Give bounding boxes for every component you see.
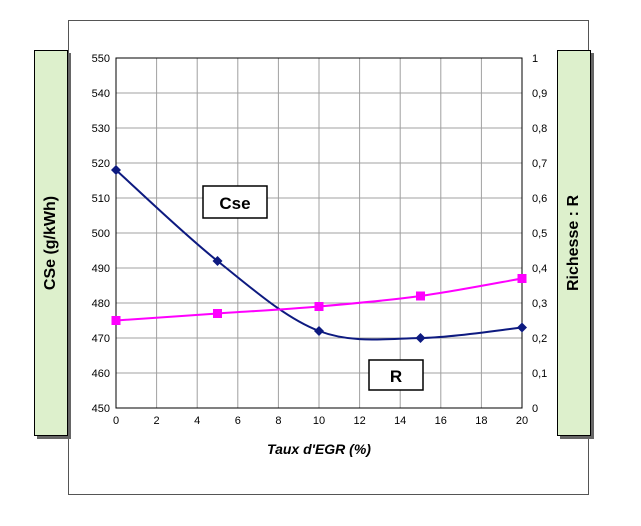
data-point-r (213, 309, 222, 318)
grid-lines (115, 57, 523, 409)
cse-callout-label: Cse (219, 194, 250, 213)
right-y-tick-label: 0,4 (532, 263, 547, 275)
left-y-tick-label: 520 (92, 158, 110, 170)
x-tick-label: 12 (353, 415, 365, 427)
x-tick-label: 8 (275, 415, 281, 427)
right-y-tick-label: 0 (532, 403, 538, 415)
right-y-tick-label: 0,5 (532, 228, 547, 240)
right-y-tick-labels: 0 0,1 0,2 0,3 0,4 0,5 0,6 0,7 0,8 0,9 1 (532, 53, 547, 415)
x-tick-label: 18 (475, 415, 487, 427)
data-point-cse (111, 165, 121, 175)
data-point-cse (212, 256, 223, 266)
x-tick-label: 20 (516, 415, 528, 427)
left-y-tick-label: 530 (92, 123, 110, 135)
plot-area (115, 57, 523, 409)
left-y-tick-label: 540 (92, 88, 110, 100)
left-y-tick-label: 480 (92, 298, 110, 310)
x-tick-label: 2 (154, 415, 160, 427)
x-tick-label: 4 (194, 415, 200, 427)
x-tick-label: 6 (235, 415, 241, 427)
data-point-cse (415, 333, 426, 343)
right-y-tick-label: 0,1 (532, 368, 547, 380)
data-point-r (416, 291, 425, 301)
right-y-tick-label: 0,7 (532, 158, 547, 170)
right-axis-label-box: Richesse : R (557, 50, 591, 436)
data-point-cse (314, 326, 324, 336)
right-y-tick-label: 0,6 (532, 193, 547, 205)
left-y-tick-label: 470 (92, 333, 110, 345)
left-axis-label-box: CSe (g/kWh) (34, 50, 68, 436)
left-y-tick-label: 500 (92, 228, 110, 240)
x-tick-label: 10 (313, 415, 325, 427)
cse-callout-box (202, 185, 268, 219)
right-y-tick-label: 0,3 (532, 298, 547, 310)
data-point-r (517, 274, 527, 283)
r-callout-label: R (390, 367, 402, 386)
x-tick-label: 16 (435, 415, 447, 427)
left-y-tick-labels: 450 460 470 480 490 500 510 520 530 540 550 (92, 53, 110, 415)
r-callout: R (368, 359, 424, 391)
left-y-tick-label: 450 (92, 403, 110, 415)
cse-callout: Cse (202, 185, 268, 219)
left-y-tick-label: 490 (92, 263, 110, 275)
left-y-tick-label: 510 (92, 193, 110, 205)
left-y-tick-label: 460 (92, 368, 110, 380)
r-callout-box (368, 359, 424, 391)
data-point-r (314, 302, 324, 311)
data-point-r (111, 316, 121, 325)
right-y-tick-label: 0,9 (532, 88, 547, 100)
left-y-tick-label: 550 (92, 53, 110, 65)
series-layer (111, 165, 527, 343)
x-tick-label: 14 (394, 415, 406, 427)
x-axis-label: Taux d'EGR (%) (267, 441, 371, 457)
x-tick-label: 0 (113, 415, 119, 427)
right-y-tick-label: 1 (532, 53, 538, 65)
right-y-tick-label: 0,8 (532, 123, 547, 135)
x-tick-labels: 0 2 4 6 8 10 12 14 16 18 20 (113, 415, 528, 427)
data-point-cse (517, 322, 527, 333)
right-y-tick-label: 0,2 (532, 333, 547, 345)
